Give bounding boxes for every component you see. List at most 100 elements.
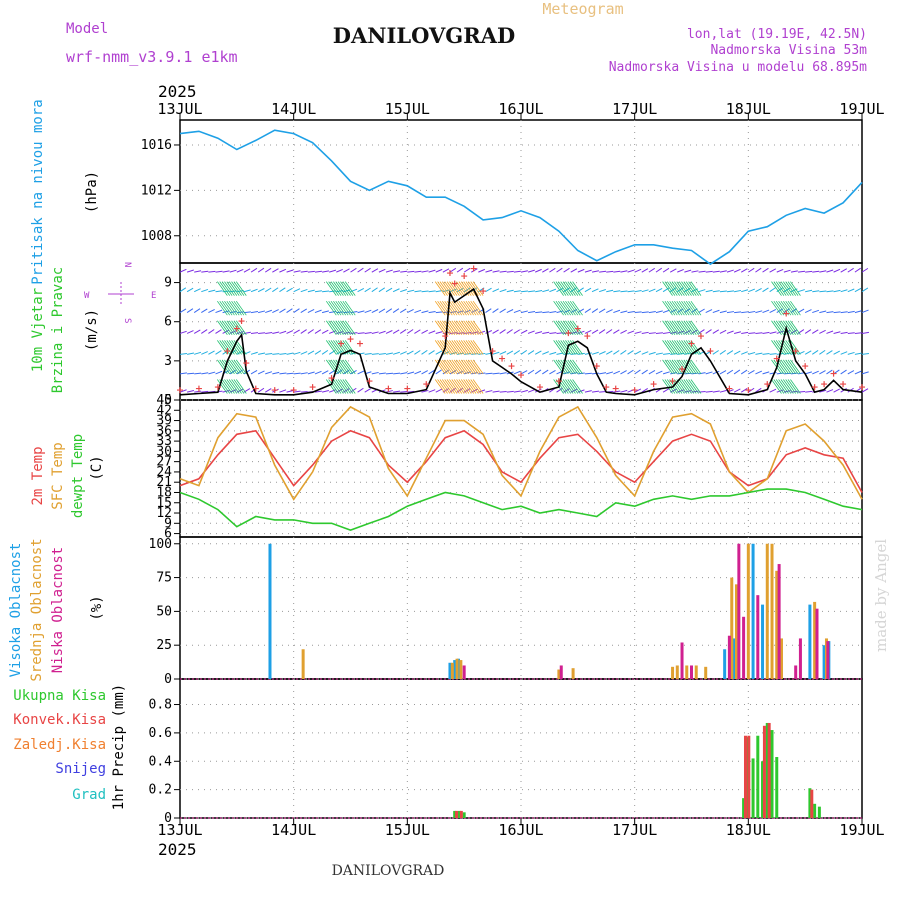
wind-vector xyxy=(598,351,606,355)
wind-vector xyxy=(733,268,741,273)
wind-vector xyxy=(364,287,371,293)
wind-vector xyxy=(812,309,820,314)
wind-burst-vector xyxy=(688,320,699,335)
wind-burst-vector xyxy=(790,300,801,316)
wind-burst-vector xyxy=(666,359,678,375)
wind-vector xyxy=(378,308,386,314)
wind-vector xyxy=(620,270,628,273)
wind-burst-vector xyxy=(449,340,460,355)
wind-vector xyxy=(193,288,201,293)
wind-vector xyxy=(627,369,634,375)
wind-vector xyxy=(392,288,400,293)
gust-marker xyxy=(669,378,676,385)
y-tick-label: 0.2 xyxy=(149,783,172,798)
wind-burst-vector xyxy=(567,281,579,296)
wind-burst-vector xyxy=(463,379,474,394)
wind-vector xyxy=(492,351,500,355)
y-tick-label: 42 xyxy=(156,403,172,418)
wind-vector xyxy=(435,369,442,375)
wind-burst-vector xyxy=(569,359,581,375)
wind-vector xyxy=(385,308,393,313)
wind-vector xyxy=(307,289,315,293)
y-tick-label: 12 xyxy=(156,506,172,521)
wind-vector xyxy=(371,353,379,355)
wind-vector xyxy=(378,330,386,334)
wind-burst-vector xyxy=(226,340,238,355)
wind-vector xyxy=(385,269,393,273)
wind-vector xyxy=(321,329,329,334)
wind-panel xyxy=(179,262,863,401)
wind-burst-vector xyxy=(470,340,482,355)
wind-burst-vector xyxy=(671,379,683,394)
mid-cloud-bar xyxy=(671,666,675,679)
wind-vector xyxy=(399,308,407,314)
gust-marker xyxy=(499,355,506,362)
wind-burst-vector xyxy=(330,359,342,375)
wind-burst-vector xyxy=(221,379,233,394)
wind-vector xyxy=(378,372,386,375)
wind-vector xyxy=(591,390,600,393)
wind-burst-vector xyxy=(221,340,233,355)
wind-burst-vector xyxy=(437,340,448,355)
total-precip-bar xyxy=(756,735,760,818)
wind-burst-vector xyxy=(434,300,446,316)
conv-precip-bar xyxy=(459,810,463,818)
wind-burst-vector xyxy=(219,300,231,316)
wind-vector xyxy=(542,311,550,314)
wind-burst-vector xyxy=(470,359,482,375)
wind-vector xyxy=(520,329,528,334)
wind-vector xyxy=(812,370,819,375)
mid-cloud-bar xyxy=(734,584,738,679)
wind-burst-vector xyxy=(681,300,692,316)
wind-vector xyxy=(414,290,422,293)
wind-burst-vector xyxy=(676,379,688,394)
wind-burst-vector xyxy=(344,320,356,335)
wind-vector xyxy=(471,353,479,355)
wind-vector xyxy=(357,288,365,293)
wind-vector xyxy=(627,311,635,314)
wind-vector xyxy=(506,270,514,273)
wind-vector xyxy=(755,352,763,355)
wind-burst-vector xyxy=(439,359,451,375)
high-cloud-bar xyxy=(723,649,727,679)
wind-burst-vector xyxy=(235,340,247,355)
gust-marker xyxy=(252,385,259,392)
low-cloud-bar xyxy=(798,638,802,679)
wind-vector xyxy=(186,287,194,293)
wind-burst-vector xyxy=(224,379,235,394)
wind-burst-vector xyxy=(333,300,344,316)
wind-burst-vector xyxy=(560,320,572,335)
wind-vector xyxy=(833,311,841,314)
wind-vector xyxy=(201,351,208,355)
wind-vector xyxy=(520,370,528,375)
temp-unit: (C) xyxy=(89,455,105,480)
wind-vector xyxy=(527,389,535,393)
wind-vector xyxy=(634,350,642,355)
wind-vector xyxy=(542,268,549,273)
wind-burst-vector xyxy=(685,379,697,394)
wind-burst-vector xyxy=(681,281,692,296)
wind-vector xyxy=(684,352,692,355)
wind-burst-vector xyxy=(458,300,470,316)
wind-vector xyxy=(549,332,557,334)
wind-burst-vector xyxy=(340,320,351,335)
wind-vector xyxy=(272,287,279,293)
wind-vector xyxy=(627,269,635,273)
wind-vector xyxy=(322,290,330,293)
high-cloud-bar xyxy=(808,604,812,679)
wind-vector xyxy=(549,370,556,375)
wind-vector xyxy=(798,270,806,273)
wind-burst-vector xyxy=(472,340,484,355)
wind-burst-vector xyxy=(683,379,695,394)
wind-burst-vector xyxy=(217,340,228,355)
wind-vector xyxy=(229,310,237,314)
wind-vector xyxy=(534,350,542,355)
wind-vector xyxy=(527,350,535,355)
wind-burst-vector xyxy=(442,340,453,355)
wind-burst-vector xyxy=(228,300,240,316)
wind-vector xyxy=(577,352,585,355)
wind-vector xyxy=(705,309,713,314)
wind-burst-vector xyxy=(340,340,351,355)
wind-vector xyxy=(286,287,293,293)
